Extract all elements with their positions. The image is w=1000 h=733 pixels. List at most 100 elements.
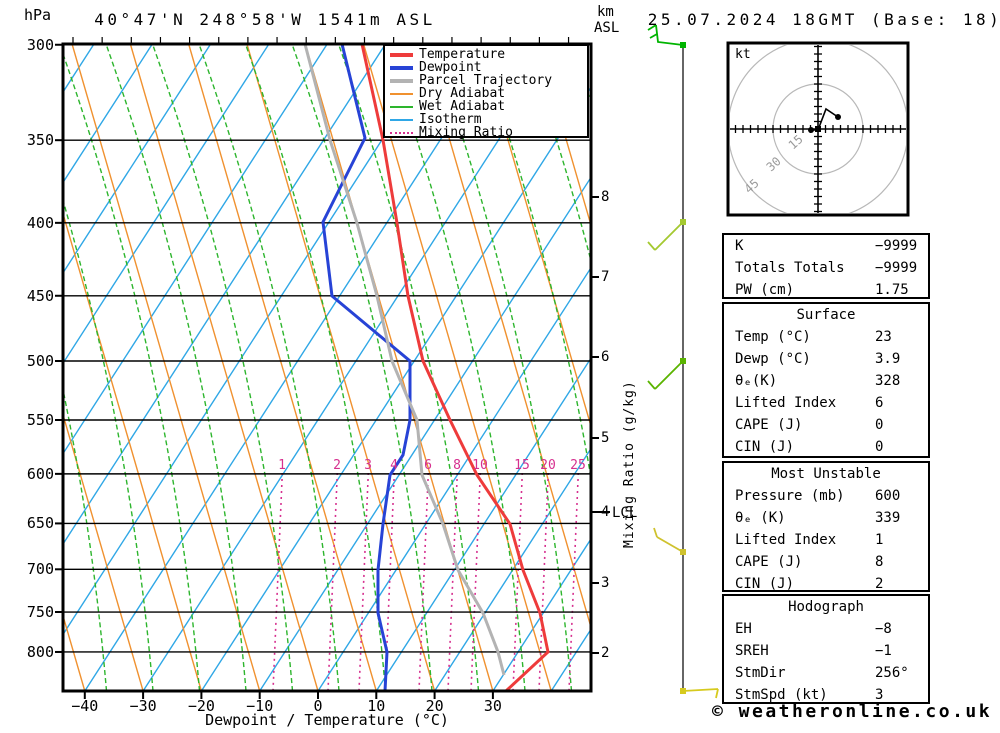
pressure-tick-label: 750 bbox=[26, 603, 54, 621]
panel-row-value: 339 bbox=[875, 510, 901, 526]
panel-row: StmSpd (kt) 3 bbox=[724, 684, 928, 706]
panel-row-label: CIN (J) bbox=[735, 576, 795, 592]
panel-row: Temp (°C) 23 bbox=[724, 326, 928, 348]
panel-row: K −9999 bbox=[724, 235, 928, 257]
panel-row-label: CIN (J) bbox=[735, 439, 795, 455]
panel-row-label: Temp (°C) bbox=[735, 329, 811, 345]
panel-row-label: Lifted Index bbox=[735, 532, 837, 548]
temp-tick-label: −20 bbox=[187, 697, 215, 715]
panel-row: CAPE (J) 8 bbox=[724, 551, 928, 573]
panel-row-label: StmDir bbox=[735, 665, 786, 681]
km-tick-label: 8 bbox=[601, 189, 610, 205]
mixing-ratio-value-label: 6 bbox=[424, 458, 432, 473]
info-panel-most-unstable: Most Unstable Pressure (mb) 600 θₑ (K) 339 Li… bbox=[722, 461, 930, 592]
panel-row: Dewp (°C) 3.9 bbox=[724, 348, 928, 370]
km-axis-unit2: ASL bbox=[594, 20, 620, 36]
panel-row: CIN (J) 0 bbox=[724, 436, 928, 458]
panel-row-label: SREH bbox=[735, 643, 769, 659]
panel-row-label: θₑ(K) bbox=[735, 373, 778, 389]
pressure-tick-label: 700 bbox=[26, 560, 54, 579]
info-panel-indices: K −9999 Totals Totals −9999 PW (cm) 1.75 bbox=[722, 233, 930, 299]
panel-row-value: 256° bbox=[875, 665, 909, 681]
panel-row: SREH −1 bbox=[724, 640, 928, 662]
panel-row: Totals Totals −9999 bbox=[724, 257, 928, 279]
legend-item-label: Wet Adiabat bbox=[419, 99, 506, 114]
pressure-tick-label: 650 bbox=[26, 514, 54, 533]
pressure-tick-label: 300 bbox=[26, 35, 54, 54]
km-axis-unit: km bbox=[597, 4, 614, 20]
pressure-unit-label: hPa bbox=[24, 6, 52, 24]
copyright: © weatheronline.co.uk bbox=[712, 701, 993, 722]
legend-item: Wet Adiabat bbox=[385, 99, 587, 114]
legend-item-label: Isotherm bbox=[419, 112, 482, 127]
mixing-ratio-value-label: 15 bbox=[514, 458, 530, 473]
legend-line-sample bbox=[390, 105, 413, 108]
km-tick-label: 6 bbox=[601, 349, 610, 365]
panel-row: CIN (J) 2 bbox=[724, 573, 928, 595]
panel-row-value: 328 bbox=[875, 373, 901, 389]
info-panel-surface: Surface Temp (°C) 23 Dewp (°C) 3.9 θₑ(K) 328 Li… bbox=[722, 302, 930, 458]
legend-line-sample bbox=[390, 52, 413, 57]
mixing-ratio-value-label: 2 bbox=[333, 458, 341, 473]
legend-item: Dewpoint bbox=[385, 60, 587, 75]
panel-row-label: Totals Totals bbox=[735, 260, 845, 276]
hodograph-unit-label: kt bbox=[735, 47, 751, 62]
panel-row-value: 23 bbox=[875, 329, 892, 345]
legend-item: Parcel Trajectory bbox=[385, 73, 587, 88]
lcl-label: LCL bbox=[612, 505, 638, 521]
legend: Temperature Dewpoint Parcel Trajectory Dry … bbox=[383, 44, 589, 140]
panel-row-label: K bbox=[735, 238, 744, 254]
panel-row-value: −8 bbox=[875, 621, 892, 637]
panel-row-value: −9999 bbox=[875, 238, 918, 254]
pressure-tick-label: 600 bbox=[26, 464, 54, 483]
panel-row: StmDir 256° bbox=[724, 662, 928, 684]
legend-item-label: Mixing Ratio bbox=[419, 125, 513, 140]
temp-tick-label: 10 bbox=[367, 697, 386, 715]
mixing-ratio-value-label: 10 bbox=[472, 458, 488, 473]
panel-row-label: PW (cm) bbox=[735, 282, 795, 298]
legend-item-label: Dewpoint bbox=[419, 60, 482, 75]
panel-row: Pressure (mb) 600 bbox=[724, 485, 928, 507]
legend-item: Isotherm bbox=[385, 112, 587, 127]
panel-row-label: Lifted Index bbox=[735, 395, 837, 411]
info-panel-hodograph: Hodograph EH −8 SREH −1 StmDir 256° StmSpd (kt)… bbox=[722, 594, 930, 704]
chart-title: 40°47'N 248°58'W 1541m ASL bbox=[94, 10, 436, 29]
legend-item: Temperature bbox=[385, 47, 587, 62]
panel-header: Hodograph bbox=[788, 599, 864, 615]
panel-row-label: StmSpd (kt) bbox=[735, 687, 828, 703]
panel-row: Lifted Index 1 bbox=[724, 529, 928, 551]
panel-row-value: 1 bbox=[875, 532, 884, 548]
temp-tick-label: 30 bbox=[483, 697, 502, 715]
temp-tick-label: −10 bbox=[246, 697, 274, 715]
panel-row-value: 3.9 bbox=[875, 351, 901, 367]
temperature-axis-label: Dewpoint / Temperature (°C) bbox=[205, 711, 449, 729]
mixing-ratio-value-label: 20 bbox=[540, 458, 556, 473]
panel-header: Most Unstable bbox=[771, 466, 881, 482]
panel-row-value: 0 bbox=[875, 417, 884, 433]
panel-row-value: 6 bbox=[875, 395, 884, 411]
temp-tick-label: −40 bbox=[71, 697, 99, 715]
legend-line-sample bbox=[390, 92, 413, 95]
legend-line-sample bbox=[390, 78, 413, 83]
temp-tick-label: 0 bbox=[313, 697, 323, 715]
panel-header: Surface bbox=[796, 307, 856, 323]
panel-row: θₑ (K) 339 bbox=[724, 507, 928, 529]
km-tick-label: 2 bbox=[601, 645, 610, 661]
legend-item: Dry Adiabat bbox=[385, 86, 587, 101]
mixing-ratio-value-label: 3 bbox=[364, 458, 372, 473]
panel-row-value: −1 bbox=[875, 643, 892, 659]
date-header: 25.07.2024 18GMT (Base: 18) bbox=[647, 10, 1000, 29]
panel-row-value: 8 bbox=[875, 554, 884, 570]
panel-row-label: Pressure (mb) bbox=[735, 488, 845, 504]
legend-item-label: Dry Adiabat bbox=[419, 86, 506, 101]
panel-row-value: 600 bbox=[875, 488, 901, 504]
panel-row-value: 3 bbox=[875, 687, 884, 703]
legend-item: Mixing Ratio bbox=[385, 125, 587, 140]
pressure-tick-label: 500 bbox=[26, 351, 54, 370]
panel-row: PW (cm) 1.75 bbox=[724, 279, 928, 301]
panel-row: EH −8 bbox=[724, 618, 928, 640]
mixing-ratio-value-label: 4 bbox=[390, 458, 398, 473]
panel-row-value: −9999 bbox=[875, 260, 918, 276]
legend-line-sample bbox=[390, 118, 413, 121]
